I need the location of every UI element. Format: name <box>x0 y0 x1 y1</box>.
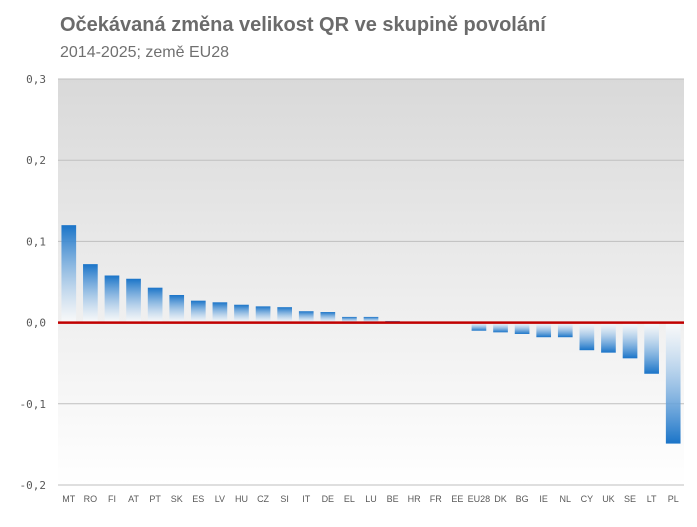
bar-bg <box>514 322 530 334</box>
x-tick-label: SI <box>280 494 289 504</box>
bar-se <box>622 322 638 359</box>
x-tick-label: NL <box>560 494 572 504</box>
bar-cz <box>255 306 271 323</box>
bar-at <box>126 278 141 323</box>
bar-uk <box>601 322 616 353</box>
x-tick-label: UK <box>602 494 615 504</box>
bar-lt <box>644 322 659 374</box>
y-tick-label: 0,1 <box>26 235 46 248</box>
bar-it <box>298 311 314 323</box>
bar-hu <box>234 304 249 323</box>
x-tick-label: BG <box>516 494 529 504</box>
x-tick-label: ES <box>192 494 204 504</box>
plot-area <box>58 79 684 485</box>
x-tick-label: EL <box>344 494 355 504</box>
x-tick-label: HU <box>235 494 248 504</box>
x-tick-label: FR <box>430 494 442 504</box>
bar-de <box>320 312 336 323</box>
y-axis: -0,2 -0,1 0,0 0,1 0,2 0,3 <box>20 73 47 492</box>
gridlines <box>58 78 684 486</box>
bar-pl <box>665 322 681 444</box>
bar-ie <box>536 322 552 338</box>
x-axis: MT RO FI AT PT SK ES LV HU CZ SI IT DE EL LU BE HR FR EE EU… <box>62 494 678 504</box>
x-tick-label: CZ <box>257 494 269 504</box>
chart-title: Očekávaná změna velikost QR ve skupině p… <box>60 14 546 36</box>
x-tick-label: HR <box>408 494 421 504</box>
x-tick-label: DE <box>322 494 335 504</box>
x-tick-label: BE <box>387 494 399 504</box>
x-tick-label: IT <box>302 494 311 504</box>
bar-mt <box>61 225 77 323</box>
y-tick-label: 0,0 <box>26 317 46 330</box>
bar-lu <box>363 316 379 323</box>
bar-el <box>342 316 357 323</box>
bar-lv <box>212 302 228 323</box>
x-tick-label: IE <box>539 494 548 504</box>
x-tick-label: PL <box>668 494 679 504</box>
y-tick-label: 0,3 <box>26 73 46 86</box>
bar-sk <box>169 294 185 323</box>
y-tick-label: 0,2 <box>26 154 46 167</box>
x-tick-label: MT <box>62 494 75 504</box>
bar-cy <box>579 322 595 351</box>
bar-pt <box>147 287 163 323</box>
bar-ro <box>83 264 98 323</box>
y-tick-label: -0,1 <box>20 398 47 411</box>
x-tick-label: LT <box>647 494 657 504</box>
bar-nl <box>557 322 573 338</box>
x-tick-label: LU <box>365 494 377 504</box>
x-tick-label: DK <box>494 494 507 504</box>
x-tick-label: EU28 <box>468 494 491 504</box>
x-tick-label: SK <box>171 494 183 504</box>
x-tick-label: CY <box>581 494 594 504</box>
x-tick-label: FI <box>108 494 116 504</box>
y-tick-label: -0,2 <box>20 479 47 492</box>
x-tick-label: RO <box>84 494 98 504</box>
chart-subtitle: 2014-2025; země EU28 <box>60 44 229 61</box>
bar-eu28 <box>471 322 487 331</box>
x-tick-label: LV <box>215 494 225 504</box>
bars <box>61 225 681 444</box>
x-tick-label: AT <box>128 494 139 504</box>
x-tick-label: SE <box>624 494 636 504</box>
bar-si <box>277 307 292 323</box>
bar-dk <box>493 322 508 333</box>
x-tick-label: EE <box>451 494 463 504</box>
x-tick-label: PT <box>149 494 161 504</box>
bar-fi <box>104 275 120 323</box>
bar-es <box>190 300 206 323</box>
